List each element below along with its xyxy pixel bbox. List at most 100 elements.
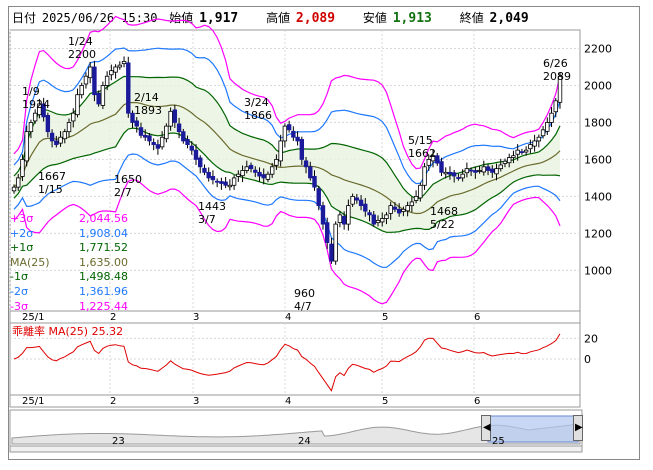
candle-body-2 (20, 159, 25, 177)
price-tick-1200: 1200 (584, 227, 612, 240)
candle-body-84 (367, 212, 372, 216)
candle-body-26 (121, 61, 127, 65)
date-tick-0-5: 6 (474, 312, 480, 323)
candle-123 (532, 134, 537, 152)
candle-116 (502, 158, 508, 168)
candle-body-72 (316, 188, 321, 207)
candle-body-43 (193, 149, 199, 160)
candle-body-18 (87, 66, 93, 79)
candle-67 (295, 131, 300, 146)
candle-body-68 (299, 139, 305, 160)
candle-body-80 (350, 195, 355, 205)
candle-69 (303, 157, 309, 174)
annotation-line2-0: 1924 (22, 98, 50, 111)
candle-54 (240, 165, 245, 183)
close-label: 終値 (459, 11, 484, 25)
candle-body-38 (172, 109, 178, 123)
candle-14 (71, 108, 76, 128)
candle-71 (312, 170, 317, 191)
candle-77 (337, 210, 343, 228)
navigator-scrollbar[interactable] (9, 445, 583, 453)
candle-body-59 (261, 174, 266, 179)
date-axis-strip-lower (9, 394, 581, 408)
candle-79 (346, 199, 351, 231)
candle-body-41 (185, 139, 190, 146)
candle-82 (358, 195, 364, 211)
candle-body-73 (320, 205, 326, 225)
candle-body-89 (388, 205, 393, 214)
candle-body-33 (151, 141, 156, 146)
candle-body-107 (464, 168, 470, 174)
candle-28 (130, 110, 135, 128)
annotation-line1-7: 960 (294, 287, 315, 300)
candle-body-0 (11, 186, 17, 192)
annotation-line2-2: 2200 (68, 48, 96, 61)
band-minus2 (13, 153, 561, 268)
price-axis: 1000 1200 1400 1600 1800 2000 2200 (584, 42, 612, 277)
annotation-line1-5: 1443 (198, 200, 226, 213)
candle-body-17 (83, 75, 89, 85)
candle-body-67 (295, 136, 300, 142)
candle-body-34 (155, 144, 161, 149)
candle-90 (392, 202, 398, 213)
candle-110 (477, 165, 482, 174)
candle-body-75 (329, 243, 334, 262)
date-tick-0-3: 4 (285, 312, 291, 323)
navigator-right-handle[interactable]: ▶ (573, 415, 583, 441)
candle-76 (333, 221, 338, 265)
candle-43 (193, 144, 199, 165)
candle-85 (371, 210, 376, 227)
candle-body-91 (396, 208, 402, 214)
candle-6 (37, 98, 42, 119)
candle-0 (11, 184, 17, 194)
candle-17 (83, 72, 89, 89)
candle-35 (159, 131, 165, 150)
candle-104 (451, 169, 457, 183)
legend-row-m2: -2σ 1,361.96 (10, 284, 128, 298)
candle-37 (168, 107, 173, 131)
navigator-left-handle[interactable]: ◀ (481, 415, 491, 441)
candle-38 (172, 104, 178, 128)
indicator-label: 乖離率 MA(25) 25.32 (12, 324, 123, 338)
candle-body-40 (181, 131, 186, 142)
legend-row-p3: +3σ 2,044.56 (10, 212, 128, 225)
candle-20 (96, 90, 101, 107)
candle-body-110 (477, 170, 482, 172)
candle-89 (388, 201, 393, 220)
candle-83 (363, 198, 368, 217)
candle-113 (490, 165, 495, 178)
candle-body-129 (557, 76, 563, 103)
candle-body-117 (507, 157, 512, 164)
candle-10 (54, 135, 59, 148)
indicator-tick-20: 20 (584, 332, 598, 345)
annotation-line2-6: 1866 (244, 109, 272, 122)
candle-body-22 (104, 75, 110, 86)
candle-body-20 (96, 92, 101, 105)
candle-body-57 (253, 169, 258, 173)
candle-body-4 (28, 122, 34, 133)
candle-25 (117, 61, 123, 70)
legend-row-m3: -3σ 1,225.44 (10, 299, 128, 313)
price-tick-1000: 1000 (584, 264, 612, 277)
candle-body-98 (426, 159, 431, 166)
candle-62 (274, 154, 279, 170)
candle-body-47 (210, 176, 216, 181)
candle-34 (155, 139, 161, 155)
deviation-line (13, 333, 561, 392)
candle-body-120 (519, 151, 525, 154)
candle-16 (79, 82, 84, 99)
band-minus3 (13, 179, 561, 305)
annotation-line2-7: 4/7 (294, 300, 312, 313)
candle-65 (286, 120, 292, 133)
candle-body-64 (282, 125, 288, 142)
candle-45 (202, 164, 207, 176)
candle-body-10 (54, 140, 59, 146)
candle-body-104 (451, 172, 457, 177)
candle-body-74 (325, 222, 330, 243)
